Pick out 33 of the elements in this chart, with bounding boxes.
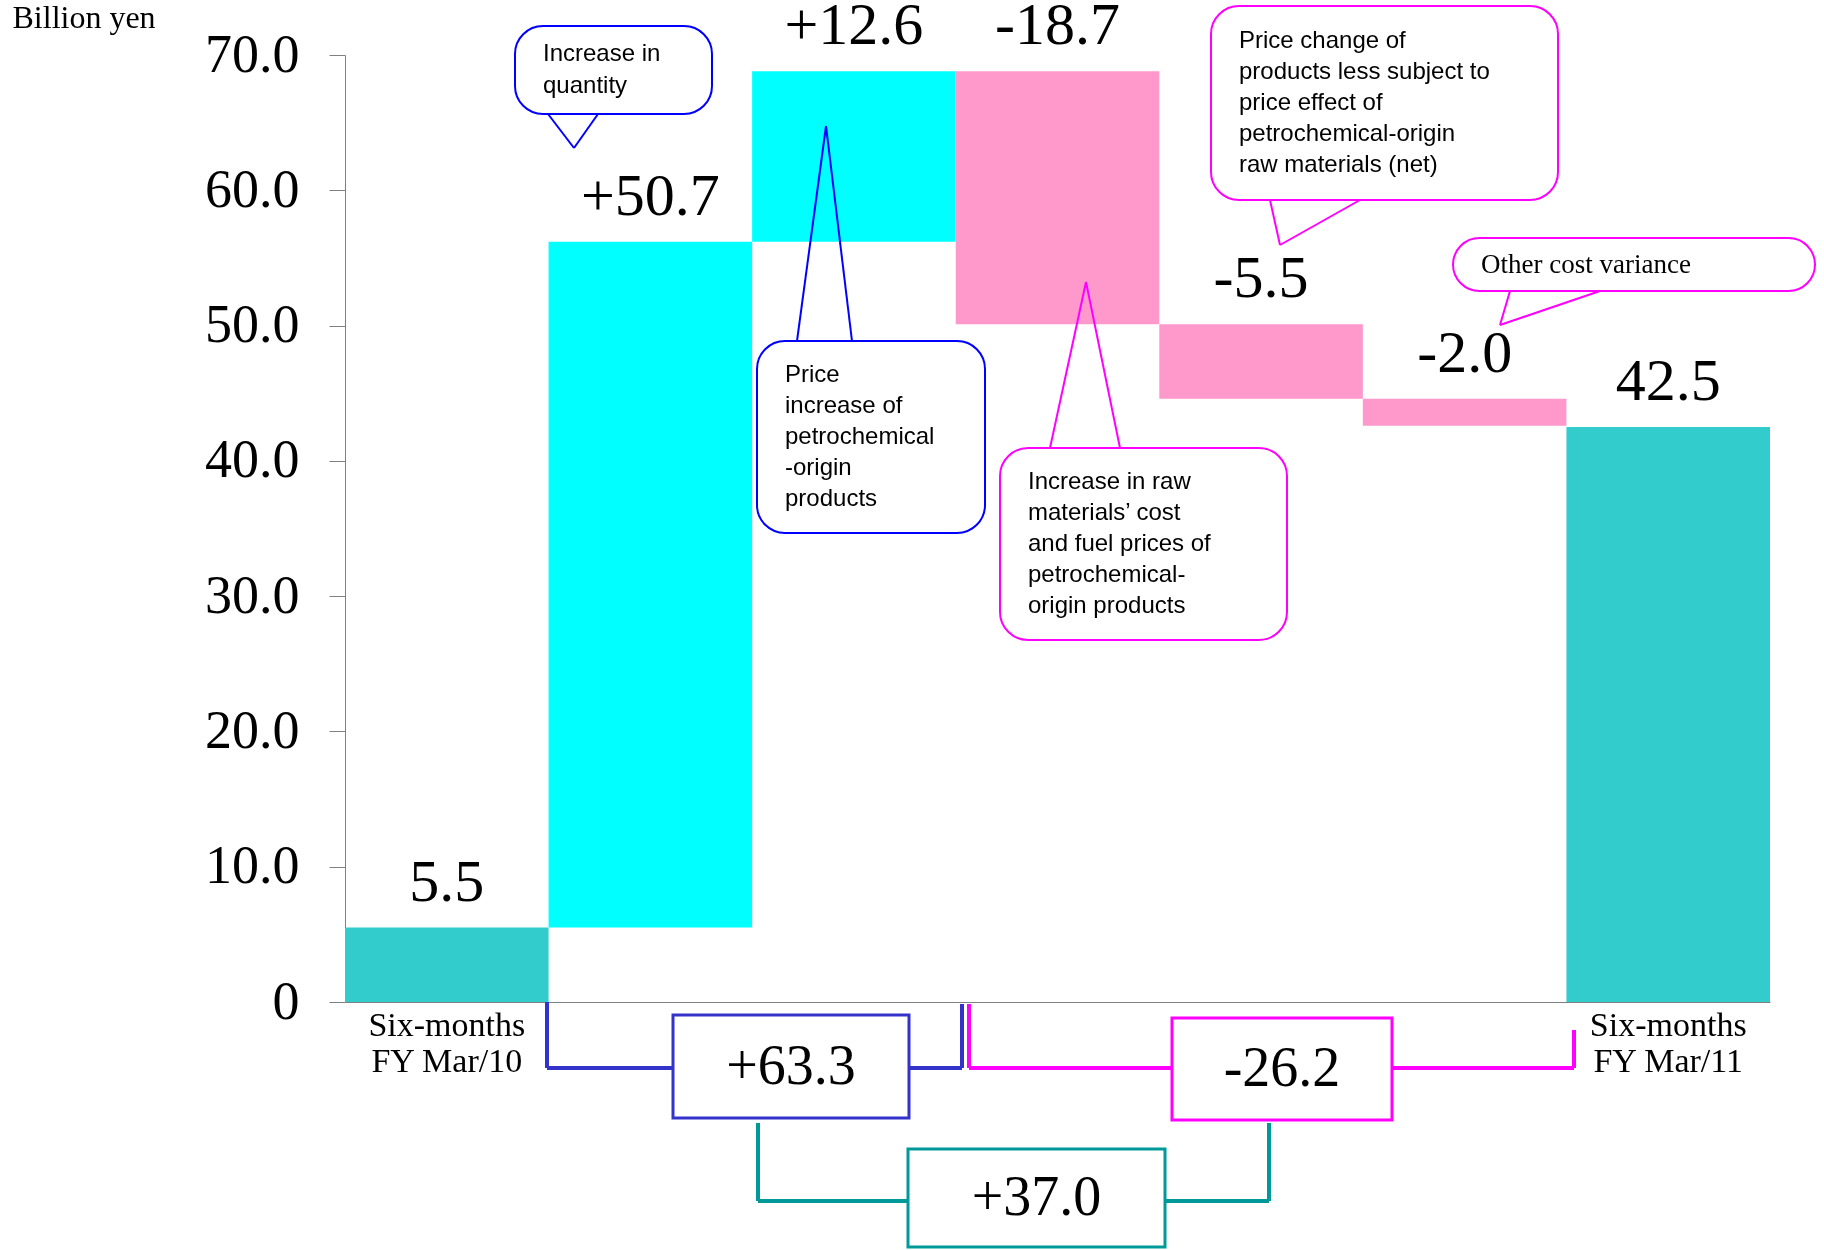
annotation: Price increase of petrochemical -origin products <box>785 359 935 512</box>
text: +63.3 <box>726 1033 856 1096</box>
y-tick-label: 70.0 <box>205 23 300 84</box>
y-tick-label: 10.0 <box>205 835 300 896</box>
x-tick-label: Six-months FY Mar/10 <box>368 1005 526 1079</box>
y-tick-label: 50.0 <box>205 294 300 355</box>
data-label: 42.5 <box>1615 347 1721 414</box>
data-label: 5.5 <box>409 847 485 914</box>
data-label: +50.7 <box>580 161 720 228</box>
bar <box>1566 427 1770 1002</box>
bar <box>345 927 549 1002</box>
text: -26.2 <box>1223 1036 1341 1098</box>
y-tick-label: 20.0 <box>205 699 300 760</box>
data-label: -2.0 <box>1417 318 1513 385</box>
y-tick-label: 30.0 <box>205 564 300 625</box>
data-label: -5.5 <box>1213 244 1309 311</box>
data-label: -18.7 <box>995 0 1120 58</box>
x-tick-label: Six-months FY Mar/11 <box>1589 1005 1747 1079</box>
bar <box>752 71 956 242</box>
y-axis-title: Billion yen <box>12 0 156 35</box>
y-tick-label: 40.0 <box>205 429 300 490</box>
text: +37.0 <box>971 1165 1102 1227</box>
data-label: +12.6 <box>784 0 924 58</box>
y-tick-label: 60.0 <box>205 158 300 219</box>
bar <box>955 71 1160 325</box>
annotation: Other cost variance <box>1481 248 1691 279</box>
y-tick-label: 0 <box>272 970 300 1031</box>
bar <box>1159 324 1363 399</box>
annotation: Price change of products less subject to price effect of petrochemical-origin raw materials (net) <box>1239 25 1490 178</box>
bar <box>548 241 753 928</box>
bar <box>1362 398 1567 426</box>
annotation: Increase in quantity <box>543 39 661 98</box>
annotation: Increase in raw materials’ cost and fuel prices of petrochemical- origin products <box>1028 466 1212 619</box>
